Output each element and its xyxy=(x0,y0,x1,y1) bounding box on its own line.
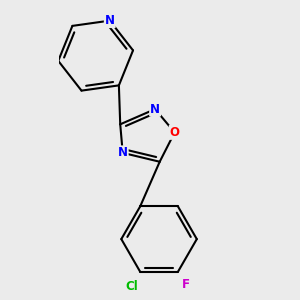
Text: Cl: Cl xyxy=(125,280,138,293)
Text: F: F xyxy=(182,278,190,291)
Text: O: O xyxy=(169,126,180,139)
Text: N: N xyxy=(150,103,160,116)
Text: N: N xyxy=(105,14,115,27)
Text: N: N xyxy=(118,146,128,159)
